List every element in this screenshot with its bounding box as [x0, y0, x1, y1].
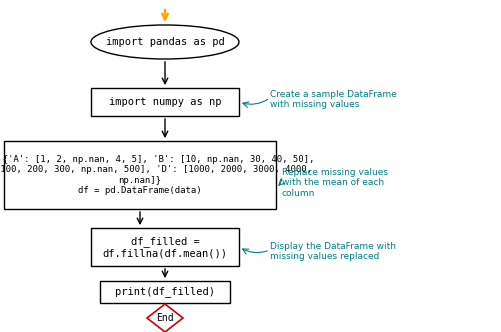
- Bar: [100, 281, 229, 303]
- Polygon shape: [147, 304, 183, 332]
- Ellipse shape: [91, 25, 238, 59]
- Text: Replace missing values
with the mean of each
column: Replace missing values with the mean of …: [282, 168, 387, 198]
- Text: data = {'A': [1, 2, np.nan, 4, 5], 'B': [10, np.nan, 30, 40, 50],
'C': [100, 200: data = {'A': [1, 2, np.nan, 4, 5], 'B': …: [0, 155, 314, 195]
- Text: Display the DataFrame with
missing values replaced: Display the DataFrame with missing value…: [270, 242, 395, 261]
- Text: Create a sample DataFrame
with missing values: Create a sample DataFrame with missing v…: [270, 90, 396, 110]
- Bar: [91, 88, 238, 116]
- Bar: [91, 228, 238, 266]
- Text: df_filled =
df.fillna(df.mean()): df_filled = df.fillna(df.mean()): [102, 236, 227, 258]
- Text: print(df_filled): print(df_filled): [115, 287, 214, 297]
- Text: import numpy as np: import numpy as np: [109, 97, 221, 107]
- Bar: [4, 141, 276, 209]
- Text: End: End: [156, 313, 173, 323]
- Text: import pandas as pd: import pandas as pd: [105, 37, 224, 47]
